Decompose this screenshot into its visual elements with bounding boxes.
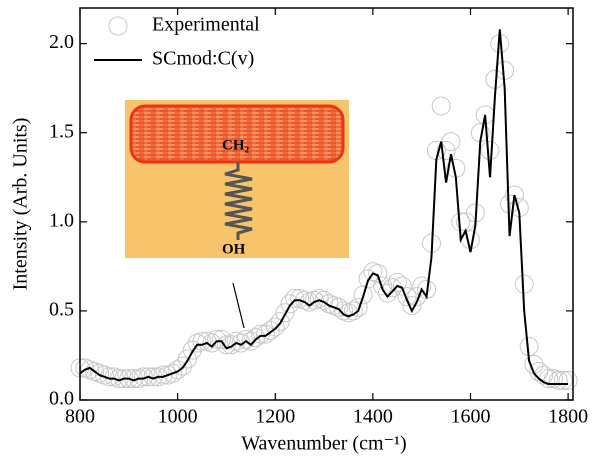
data-point bbox=[329, 297, 349, 317]
plot-frame bbox=[79, 7, 574, 401]
data-point bbox=[285, 288, 305, 308]
data-point bbox=[343, 301, 363, 321]
data-point bbox=[514, 274, 534, 294]
data-point bbox=[153, 365, 173, 385]
legend-label: SCmod:C(v) bbox=[152, 48, 254, 70]
y-axis-title: Intensity (Arb. Units) bbox=[10, 118, 32, 291]
data-point bbox=[373, 276, 393, 296]
x-axis-title: Wavenumber (cm⁻¹) bbox=[241, 433, 406, 455]
data-line bbox=[79, 29, 569, 385]
data-point bbox=[436, 141, 456, 161]
surface bbox=[129, 104, 345, 164]
data-point bbox=[480, 141, 500, 161]
data-point bbox=[392, 276, 412, 296]
inset-label: CH₂ bbox=[222, 137, 250, 153]
y-tick-label: 1.0 bbox=[49, 209, 74, 231]
data-point bbox=[558, 370, 578, 390]
x-tick-label: 1400 bbox=[353, 406, 393, 428]
data-point bbox=[402, 296, 422, 316]
data-point bbox=[255, 324, 275, 344]
data-point bbox=[275, 303, 295, 323]
data-point bbox=[177, 349, 197, 369]
data-point bbox=[348, 297, 368, 317]
legend-label: Experimental bbox=[152, 14, 260, 36]
x-tick-label: 800 bbox=[65, 406, 95, 428]
data-point bbox=[265, 317, 285, 337]
data-point bbox=[548, 370, 568, 390]
x-tick-label: 1600 bbox=[450, 406, 490, 428]
pointer-line bbox=[232, 282, 245, 329]
data-point bbox=[173, 356, 193, 376]
data-point bbox=[504, 185, 524, 205]
legend-marker bbox=[108, 16, 128, 36]
data-point bbox=[202, 333, 222, 353]
data-point bbox=[270, 312, 290, 332]
spring bbox=[224, 162, 253, 240]
data-point bbox=[99, 367, 119, 387]
data-point bbox=[192, 331, 212, 351]
data-point bbox=[387, 272, 407, 292]
data-point bbox=[431, 96, 451, 116]
y-tick-label: 0.0 bbox=[49, 388, 74, 410]
inset-image: CH₂ OH bbox=[125, 100, 349, 329]
x-tick-label: 1200 bbox=[255, 406, 295, 428]
x-tick-label: 1800 bbox=[548, 406, 588, 428]
data-point bbox=[133, 367, 153, 387]
y-tick-label: 1.5 bbox=[49, 120, 74, 142]
data-point bbox=[412, 276, 432, 296]
data-point bbox=[553, 370, 573, 390]
data-point bbox=[207, 329, 227, 349]
y-tick-label: 0.5 bbox=[49, 299, 74, 321]
data-point bbox=[212, 329, 232, 349]
data-point bbox=[368, 263, 388, 283]
data-point bbox=[397, 287, 417, 307]
data-point bbox=[168, 360, 188, 380]
data-point bbox=[417, 280, 437, 300]
y-tick-label: 2.0 bbox=[49, 31, 74, 53]
inset-label: OH bbox=[222, 241, 246, 257]
data-point bbox=[163, 363, 183, 383]
x-tick-label: 1000 bbox=[158, 406, 198, 428]
data-point bbox=[280, 294, 300, 314]
